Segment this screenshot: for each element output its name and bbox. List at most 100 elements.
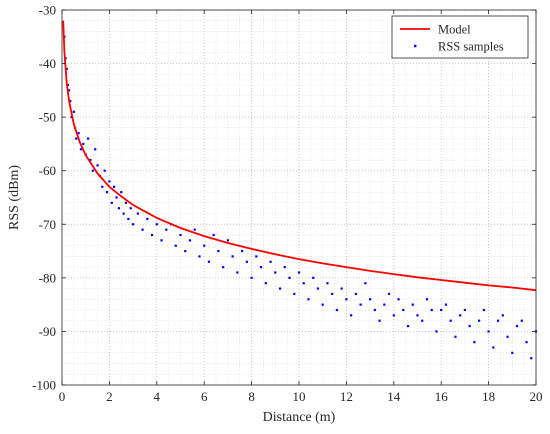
rss-sample-point bbox=[141, 228, 144, 231]
rss-sample-point bbox=[72, 110, 75, 113]
rss-sample-point bbox=[264, 282, 267, 285]
rss-sample-point bbox=[79, 148, 83, 151]
rss-sample-point bbox=[492, 346, 495, 349]
axes-layer: 0 2 4 6 8 10 12 14 16 18 20 -100 -90 -80 -70 -60 -50 -40 -… bbox=[7, 3, 543, 426]
rss-sample-point bbox=[146, 217, 149, 221]
rss-sample-point bbox=[478, 319, 481, 322]
y-tick-label: -60 bbox=[39, 163, 56, 178]
rss-sample-point bbox=[411, 303, 414, 306]
rss-sample-point bbox=[231, 255, 234, 258]
rss-sample-point bbox=[331, 292, 334, 296]
rss-sample-point bbox=[155, 223, 158, 226]
rss-sample-point bbox=[217, 249, 220, 253]
rss-sample-point bbox=[110, 201, 113, 204]
rss-sample-point bbox=[511, 351, 514, 354]
rss-sample-point bbox=[383, 303, 386, 306]
rss-sample-point bbox=[369, 298, 372, 301]
rss-sample-point bbox=[75, 137, 78, 140]
rss-sample-point bbox=[86, 137, 90, 140]
rss-sample-point bbox=[283, 266, 286, 269]
rss-sample-point bbox=[259, 266, 263, 269]
rss-sample-point bbox=[506, 335, 509, 338]
legend-samples-swatch bbox=[414, 44, 417, 48]
rss-sample-point bbox=[520, 319, 523, 322]
rss-sample-point bbox=[115, 196, 118, 199]
rss-sample-point bbox=[274, 271, 277, 274]
rss-sample-point bbox=[468, 324, 471, 328]
rss-sample-point bbox=[269, 260, 272, 263]
rss-sample-point bbox=[459, 314, 462, 317]
rss-sample-point bbox=[288, 276, 291, 279]
rss-sample-point bbox=[350, 314, 353, 317]
y-tick-label: -100 bbox=[32, 378, 56, 393]
rss-sample-point bbox=[129, 207, 132, 210]
rss-sample-point bbox=[425, 298, 429, 301]
rss-sample-point bbox=[307, 298, 310, 301]
rss-sample-point bbox=[321, 303, 324, 306]
rss-sample-point bbox=[297, 271, 301, 274]
rss-sample-point bbox=[132, 223, 135, 226]
rss-sample-point bbox=[179, 233, 182, 237]
x-tick-label: 0 bbox=[59, 389, 66, 404]
rss-sample-point bbox=[165, 228, 168, 231]
rss-sample-point bbox=[402, 308, 405, 312]
rss-sample-point bbox=[174, 244, 177, 247]
rss-sample-point bbox=[184, 249, 187, 253]
rss-sample-point bbox=[359, 303, 362, 306]
rss-sample-point bbox=[207, 260, 211, 263]
rss-sample-point bbox=[212, 233, 215, 237]
rss-sample-point bbox=[482, 308, 485, 312]
rss-sample-point bbox=[373, 308, 376, 312]
rss-sample-point bbox=[198, 255, 201, 258]
y-axis-title: RSS (dBm) bbox=[7, 165, 22, 230]
rss-sample-point bbox=[160, 239, 163, 242]
x-tick-label: 18 bbox=[482, 389, 495, 404]
rss-sample-point bbox=[449, 319, 452, 322]
rss-sample-point bbox=[354, 292, 357, 296]
rss-sample-point bbox=[416, 314, 419, 317]
rss-sample-point bbox=[66, 83, 70, 87]
rss-sample-point bbox=[387, 292, 391, 296]
x-tick-label: 8 bbox=[248, 389, 255, 404]
rss-sample-point bbox=[293, 292, 296, 296]
rss-sample-point bbox=[69, 99, 72, 103]
rss-sample-point bbox=[120, 191, 123, 194]
rss-sample-point bbox=[444, 303, 448, 306]
legend-label: RSS samples bbox=[438, 40, 504, 54]
rss-sample-point bbox=[278, 287, 282, 290]
rss-sample-point bbox=[203, 244, 206, 247]
rss-sample-point bbox=[96, 164, 99, 167]
rss-sample-point bbox=[241, 249, 244, 253]
rss-sample-point bbox=[454, 335, 457, 338]
rss-sample-point bbox=[101, 185, 104, 188]
rss-sample-point bbox=[463, 308, 466, 312]
rss-sample-point bbox=[496, 319, 500, 322]
rss-sample-point bbox=[68, 89, 71, 92]
rss-sample-point bbox=[406, 324, 410, 328]
rss-sample-point bbox=[397, 298, 400, 301]
rss-sample-point bbox=[113, 185, 116, 188]
rss-sample-point bbox=[430, 308, 433, 312]
y-tick-label: -70 bbox=[39, 217, 56, 232]
rss-sample-point bbox=[312, 276, 315, 279]
y-tick-label: -90 bbox=[39, 324, 56, 339]
rss-sample-point bbox=[77, 132, 80, 135]
rss-sample-point bbox=[105, 191, 109, 194]
rss-sample-point bbox=[326, 282, 329, 285]
rss-sample-point bbox=[94, 148, 97, 151]
rss-sample-point bbox=[345, 298, 348, 301]
rss-sample-point bbox=[378, 319, 381, 322]
legend-label: Model bbox=[438, 23, 471, 37]
rss-sample-point bbox=[122, 212, 125, 215]
x-tick-label: 10 bbox=[293, 389, 306, 404]
rss-sample-point bbox=[250, 276, 253, 279]
y-tick-label: -40 bbox=[39, 56, 56, 71]
x-tick-label: 2 bbox=[106, 389, 113, 404]
rss-sample-point bbox=[525, 341, 528, 344]
x-tick-label: 20 bbox=[530, 389, 543, 404]
rss-sample-point bbox=[91, 169, 94, 172]
rss-sample-point bbox=[193, 228, 196, 231]
x-tick-label: 4 bbox=[154, 389, 161, 404]
rss-sample-point bbox=[440, 308, 443, 312]
